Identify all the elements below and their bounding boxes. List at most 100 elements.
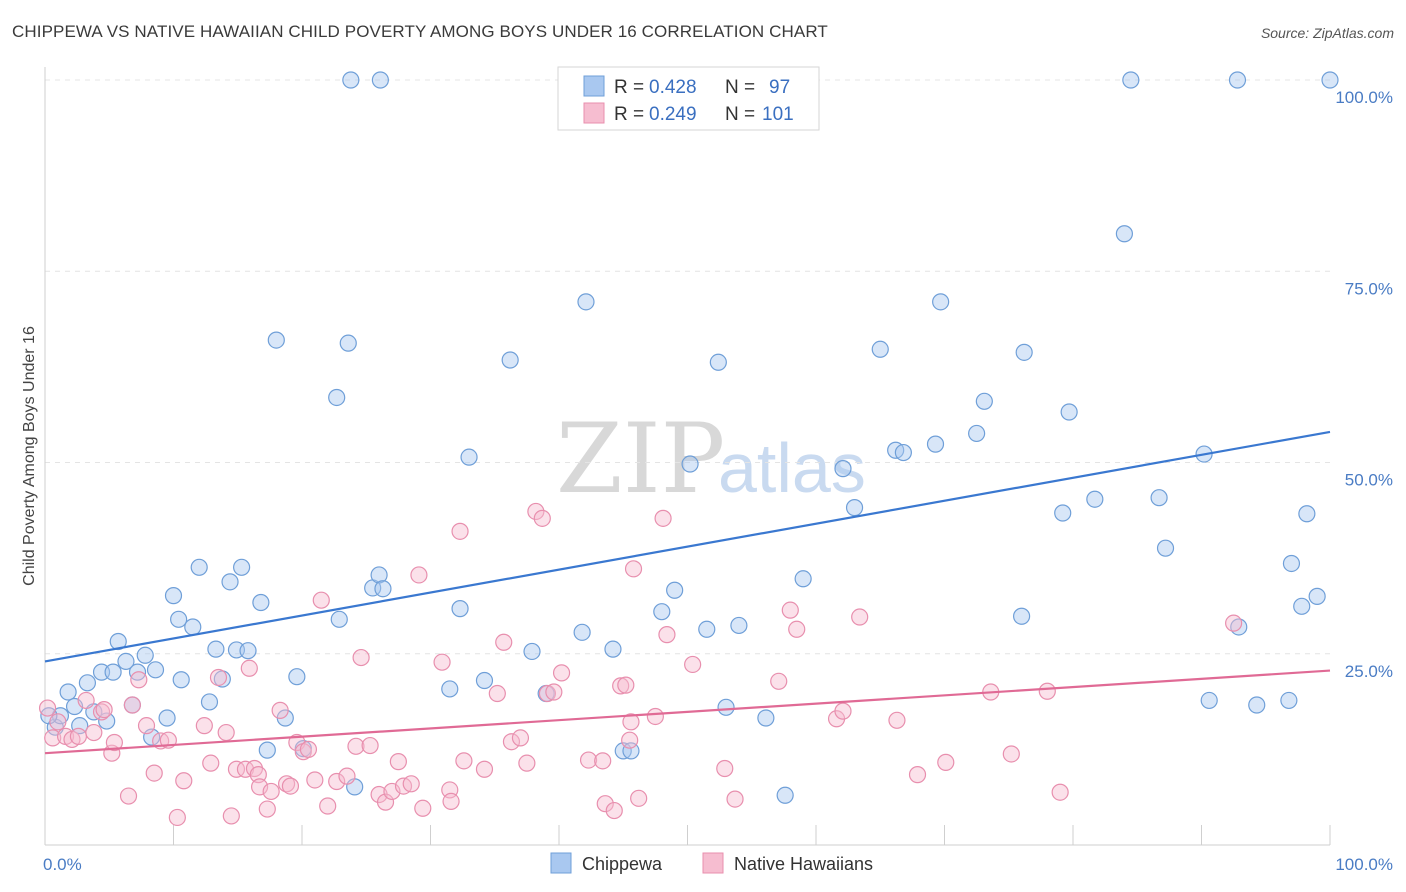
chart-title: CHIPPEWA VS NATIVE HAWAIIAN CHILD POVERT… [12,22,828,41]
point-native-hawaiians [376,793,395,811]
point-native-hawaiians [402,775,420,793]
point-chippewa [1150,489,1168,507]
point-native-hawaiians [511,729,530,747]
point-chippewa [1086,490,1104,508]
point-native-hawaiians [209,668,228,687]
point-chippewa [136,646,154,664]
point-native-hawaiians [455,752,473,770]
point-native-hawaiians [605,801,623,820]
legend-r-value-1: 0.428 [649,77,697,98]
point-chippewa [1156,539,1175,557]
series-legend-swatch-chippewa [550,852,572,874]
trend-line-chippewa [44,430,1331,663]
legend-r-label-2: R = [614,104,644,125]
point-native-hawaiians [533,509,551,527]
point-native-hawaiians [851,608,869,626]
tick-labels: 25.0% 50.0% 75.0% 100.0% 0.0% 100.0% [43,88,1393,874]
trend-lines [44,430,1331,755]
point-native-hawaiians [579,751,598,769]
point-chippewa [342,71,360,89]
point-chippewa [975,392,993,410]
point-chippewa [730,616,748,635]
point-native-hawaiians [119,787,138,805]
point-chippewa [501,351,519,369]
point-native-hawaiians [658,626,676,644]
point-chippewa [1308,587,1326,605]
point-native-hawaiians [312,591,330,609]
point-chippewa [158,709,176,727]
point-native-hawaiians [299,740,318,758]
point-native-hawaiians [95,700,113,719]
point-native-hawaiians [594,752,612,770]
point-chippewa [573,623,591,641]
series-legend-label-native-hawaiians: Native Hawaiians [734,854,873,874]
series-legend-swatch-native-hawaiians [702,852,724,874]
point-chippewa [834,460,852,478]
point-native-hawaiians [442,792,460,810]
point-chippewa [109,632,127,651]
point-native-hawaiians [202,754,220,772]
point-native-hawaiians [716,759,734,778]
point-chippewa [1054,504,1072,522]
point-chippewa [252,593,270,612]
point-native-hawaiians [123,696,141,714]
point-native-hawaiians [1002,745,1020,763]
point-chippewa [1200,691,1218,710]
point-native-hawaiians [44,729,62,747]
point-native-hawaiians [617,676,635,694]
point-chippewa [794,570,812,588]
point-native-hawaiians [538,684,557,703]
point-native-hawaiians [527,502,545,521]
point-chippewa [523,642,541,661]
point-chippewa [371,71,389,89]
point-chippewa [239,642,257,660]
point-chippewa [776,786,794,804]
point-chippewa [339,334,357,352]
legend-n-value-2: 101 [762,104,794,125]
point-chippewa [1228,71,1247,89]
point-chippewa [172,671,190,689]
point-chippewa [1282,554,1301,573]
point-chippewa [170,610,188,628]
point-chippewa [475,671,494,690]
point-native-hawaiians [502,733,521,751]
point-native-hawaiians [488,684,506,703]
point-chippewa [190,558,208,576]
point-native-hawaiians [77,691,95,710]
point-chippewa [1115,225,1134,243]
legend-n-value-1: 97 [769,77,790,98]
point-chippewa [968,424,986,443]
legend-r-label-1: R = [614,77,644,98]
point-chippewa [709,353,727,371]
point-native-hawaiians [328,772,346,791]
point-chippewa [104,663,122,681]
point-chippewa [1015,343,1033,361]
point-native-hawaiians [92,703,111,721]
point-native-hawaiians [1038,682,1056,700]
y-tick-label: 75.0% [1345,279,1393,298]
point-chippewa [441,680,459,698]
point-native-hawaiians [361,736,379,755]
point-native-hawaiians [175,772,193,790]
legend-swatch-chippewa [583,75,605,97]
point-chippewa [233,558,251,576]
point-chippewa [207,640,225,658]
point-chippewa [374,580,392,598]
point-native-hawaiians [770,672,788,690]
point-native-hawaiians [414,799,432,817]
point-native-hawaiians [262,782,280,801]
point-native-hawaiians [451,522,469,540]
point-native-hawaiians [621,731,639,749]
point-native-hawaiians [834,702,852,720]
point-native-hawaiians [38,699,57,717]
series-legend-label-chippewa: Chippewa [582,854,663,874]
point-native-hawaiians [518,754,536,772]
point-chippewa [698,620,716,638]
point-native-hawaiians [888,711,906,729]
series-legend: Chippewa Native Hawaiians [550,852,873,874]
point-chippewa [164,587,183,605]
point-chippewa [1280,691,1298,710]
point-native-hawaiians [69,727,88,745]
point-native-hawaiians [347,737,365,755]
y-tick-label: 50.0% [1345,471,1393,490]
